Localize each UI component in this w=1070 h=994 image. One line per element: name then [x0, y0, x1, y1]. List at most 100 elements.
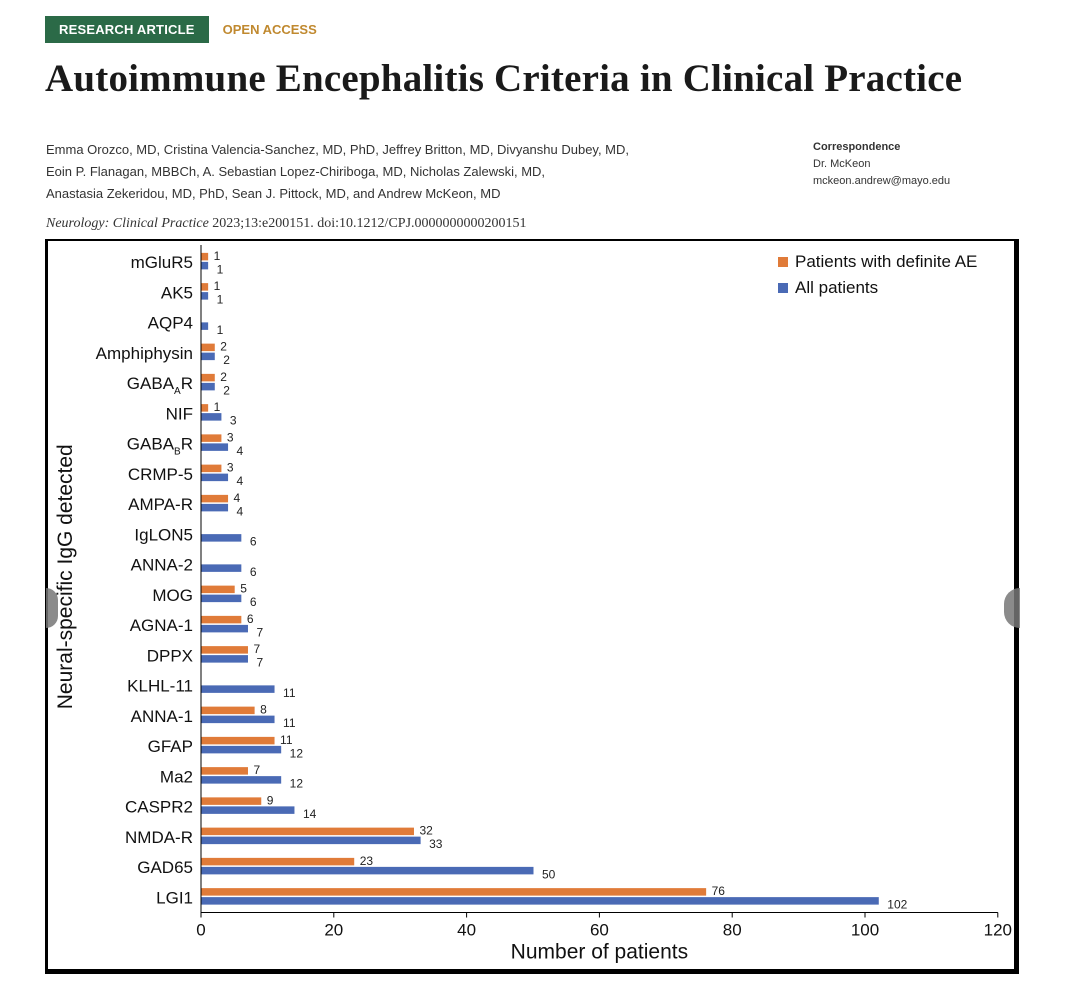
bar-all-patients [201, 292, 209, 300]
bar-definite-ae [201, 283, 209, 291]
bar-value-label: 7 [253, 642, 260, 656]
bar-definite-ae [201, 434, 222, 442]
category-label: Ma2 [160, 767, 193, 786]
bar-all-patients [201, 897, 879, 905]
previous-figure-arrow-icon[interactable] [46, 588, 58, 628]
bar-value-label: 76 [712, 884, 726, 898]
next-figure-arrow-icon[interactable] [1004, 588, 1020, 628]
article-title: Autoimmune Encephalitis Criteria in Clin… [45, 57, 963, 100]
category-label: CRMP-5 [128, 465, 193, 484]
bar-all-patients [201, 624, 248, 633]
y-axis-label: Neural-specific IgG detected [54, 444, 77, 709]
bar-definite-ae [201, 646, 248, 654]
author-line: Emma Orozco, MD, Cristina Valencia-Sanch… [46, 142, 630, 157]
research-article-badge: RESEARCH ARTICLE [45, 16, 209, 43]
bar-value-label: 1 [217, 323, 224, 337]
bar-value-label: 23 [360, 854, 374, 868]
bar-value-label: 1 [214, 279, 221, 293]
bar-all-patients [201, 745, 282, 754]
open-access-badge[interactable]: OPEN ACCESS [222, 22, 317, 37]
bar-definite-ae [201, 585, 235, 594]
bar-value-label: 6 [250, 535, 257, 549]
x-axis-label: Number of patients [511, 941, 688, 964]
correspondence-name: Dr. McKeon [813, 158, 871, 170]
bar-value-label: 12 [290, 777, 304, 791]
bar-value-label: 2 [220, 370, 227, 384]
bar-definite-ae [201, 888, 707, 896]
category-label: NMDA-R [125, 828, 193, 847]
bar-value-label: 3 [227, 461, 234, 475]
category-label: MOG [152, 586, 193, 605]
bar-all-patients [201, 352, 215, 361]
category-label: GABAAR [127, 374, 193, 397]
x-tick-label: 80 [723, 921, 742, 940]
bar-definite-ae [201, 464, 222, 473]
bar-value-label: 50 [542, 867, 556, 881]
bar-value-label: 9 [267, 793, 274, 807]
bar-definite-ae [201, 797, 262, 805]
bar-definite-ae [201, 343, 215, 352]
category-label: LGI1 [156, 888, 193, 907]
author-list: Emma Orozco, MD, Cristina Valencia-Sanch… [46, 139, 746, 205]
bar-value-label: 12 [290, 746, 304, 760]
bar-all-patients [201, 806, 295, 814]
bar-all-patients [201, 836, 421, 845]
bar-value-label: 14 [303, 807, 317, 821]
bar-value-label: 1 [217, 293, 224, 307]
bar-value-label: 2 [220, 340, 227, 354]
x-tick-label: 20 [324, 921, 343, 940]
bar-value-label: 11 [283, 716, 296, 730]
correspondence-block: Correspondence Dr. McKeon mckeon.andrew@… [813, 139, 950, 190]
category-label: NIF [166, 404, 193, 423]
bar-value-label: 4 [234, 491, 241, 505]
category-label: IgLON5 [134, 525, 193, 544]
bar-value-label: 33 [429, 837, 443, 851]
x-tick-label: 60 [590, 921, 609, 940]
category-label: ANNA-2 [131, 556, 193, 575]
category-label: CASPR2 [125, 798, 193, 817]
bar-all-patients [201, 715, 275, 724]
citation-line: Neurology: Clinical Practice 2023;13:e20… [46, 216, 527, 232]
bar-all-patients [201, 866, 534, 875]
bar-all-patients [201, 473, 229, 482]
bar-value-label: 4 [237, 444, 244, 458]
bar-value-label: 6 [250, 565, 257, 579]
bar-definite-ae [201, 857, 355, 866]
category-label: AMPA-R [128, 495, 193, 514]
category-label: AGNA-1 [130, 616, 193, 635]
bar-value-label: 6 [247, 612, 254, 626]
bar-all-patients [201, 655, 248, 663]
bar-value-label: 2 [223, 353, 230, 367]
x-tick-label: 100 [851, 921, 879, 940]
bar-chart: 0 20 40 60 80 100 120 Number of patients Neural-… [54, 245, 1012, 964]
bar-definite-ae [201, 706, 255, 715]
bar-definite-ae [201, 252, 209, 261]
bar-value-label: 2 [223, 383, 230, 397]
bar-value-label: 1 [214, 400, 221, 414]
correspondence-email[interactable]: mckeon.andrew@mayo.edu [813, 175, 951, 187]
bar-value-label: 1 [217, 262, 224, 276]
bar-value-label: 32 [419, 824, 433, 838]
bar-value-label: 8 [260, 703, 267, 717]
bar-all-patients [201, 261, 209, 270]
category-label: KLHL-11 [127, 677, 193, 696]
category-label: AK5 [161, 283, 193, 302]
bar-all-patients [201, 413, 222, 421]
bar-all-patients [201, 443, 229, 451]
bar-definite-ae [201, 373, 215, 382]
bar-value-label: 5 [240, 582, 247, 596]
legend-label: Patients with definite AE [795, 252, 977, 271]
figure-frame: 0 20 40 60 80 100 120 Number of patients Neural-… [45, 239, 1019, 974]
article-badges: RESEARCH ARTICLE OPEN ACCESS [45, 16, 317, 43]
bar-all-patients [201, 776, 282, 784]
bar-value-label: 7 [256, 656, 263, 670]
x-tick-label: 0 [196, 921, 205, 940]
x-tick-label: 120 [984, 921, 1012, 940]
bar-definite-ae [201, 736, 275, 745]
bar-value-label: 7 [253, 763, 260, 777]
category-label: GFAP [148, 737, 193, 756]
category-label: DPPX [147, 646, 193, 665]
journal-name: Neurology: Clinical Practice [46, 216, 209, 231]
x-tick-label: 40 [457, 921, 476, 940]
bar-all-patients [201, 564, 242, 572]
